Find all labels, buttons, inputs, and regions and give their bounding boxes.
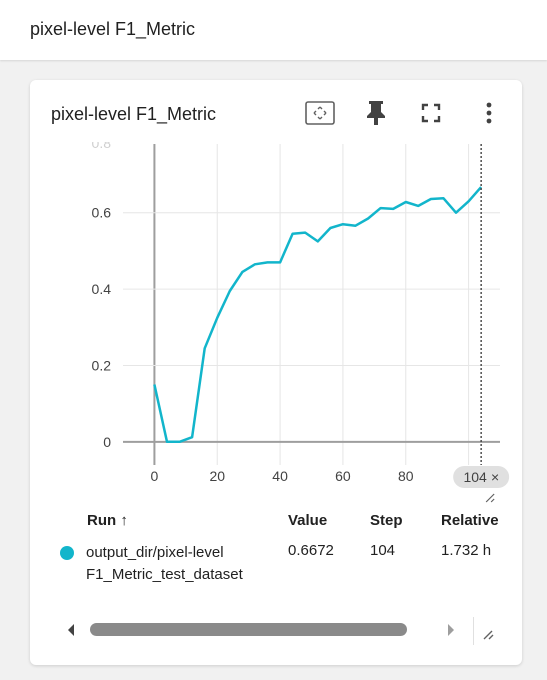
close-icon[interactable]: × xyxy=(491,469,499,485)
step-cursor-label: 104 xyxy=(463,469,487,485)
triangle-right-icon xyxy=(448,624,454,636)
chart-resize-icon[interactable] xyxy=(485,493,495,503)
section-title: pixel-level F1_Metric xyxy=(30,19,196,39)
fullscreen-button[interactable] xyxy=(416,98,446,128)
x-tick-label: 80 xyxy=(398,468,414,484)
resize-handle-icon xyxy=(483,630,494,640)
run-value: 0.6672 xyxy=(288,542,334,559)
card-title: pixel-level F1_Metric xyxy=(51,104,217,124)
horizontal-scrollbar-thumb[interactable] xyxy=(90,623,407,636)
x-tick-label: 60 xyxy=(335,468,351,484)
scroll-left-button[interactable] xyxy=(66,623,78,637)
section-header: pixel-level F1_Metric xyxy=(0,0,547,60)
column-header-relative[interactable]: Relative xyxy=(441,512,499,529)
run-relative: 1.732 h xyxy=(441,542,492,559)
run-name-line-1: output_dir/pixel-level xyxy=(86,544,224,561)
x-tick-label: 20 xyxy=(209,468,225,484)
y-tick-label: 0 xyxy=(103,434,111,450)
scroll-right-button[interactable] xyxy=(446,623,458,637)
scalar-card: pixel-level F1_Metric 0 0.2 0.4 0.6 0.8 0 20 40… xyxy=(30,80,522,665)
run-name-line-2: F1_Metric_test_dataset xyxy=(86,566,243,583)
pin-icon xyxy=(367,101,385,125)
fullscreen-icon xyxy=(421,103,441,123)
fit-domain-button[interactable] xyxy=(305,98,335,128)
x-tick-label: 0 xyxy=(151,468,159,484)
column-header-run[interactable]: Run ↑ xyxy=(87,512,128,529)
line-chart[interactable]: 0 0.2 0.4 0.6 0.8 0 20 40 60 80 104 × xyxy=(30,142,522,512)
series-line xyxy=(153,186,483,444)
pin-button[interactable] xyxy=(361,98,391,128)
x-tick-label: 40 xyxy=(272,468,288,484)
step-cursor-badge[interactable] xyxy=(453,466,510,488)
run-name: output_dir/pixel-level F1_Metric_test_da… xyxy=(86,542,286,586)
column-header-step[interactable]: Step xyxy=(370,512,403,529)
table-resize-handle[interactable] xyxy=(473,617,504,645)
more-vert-icon xyxy=(486,102,492,124)
run-step: 104 xyxy=(370,542,396,559)
y-tick-label: 0.6 xyxy=(92,205,112,221)
triangle-left-icon xyxy=(68,624,74,636)
fit-domain-icon xyxy=(305,101,335,125)
y-tick-label: 0.2 xyxy=(92,357,112,373)
run-color-dot xyxy=(60,546,74,560)
y-tick-label-partial: 0.8 xyxy=(92,142,112,151)
column-header-value[interactable]: Value xyxy=(288,512,328,529)
y-tick-label: 0.4 xyxy=(92,281,112,297)
more-options-button[interactable] xyxy=(474,98,504,128)
